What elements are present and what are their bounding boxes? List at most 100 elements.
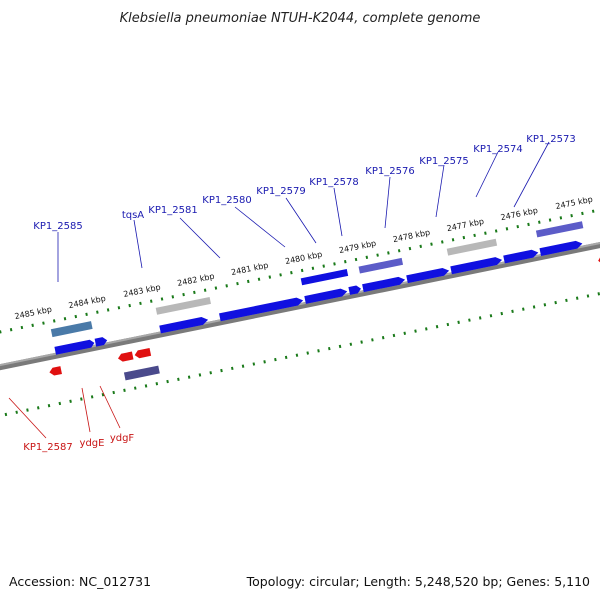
- upper-scale-minor-tick: [311, 266, 315, 270]
- upper-scale-minor-tick: [451, 238, 455, 242]
- lower-scale-minor-tick: [554, 300, 557, 305]
- upper-scale-minor-tick: [505, 227, 509, 231]
- feature-bar-kp1-2580[interactable]: [300, 269, 349, 286]
- gene-label-kp1-2587[interactable]: KP1_2587: [23, 442, 72, 453]
- gene-arrow-ydge[interactable]: [117, 351, 134, 363]
- gene-label-ydge[interactable]: ydgE: [80, 438, 105, 449]
- upper-scale-minor-tick: [494, 229, 498, 233]
- upper-scale-minor-tick: [333, 262, 336, 266]
- upper-scale-ticks: [0, 209, 595, 334]
- upper-scale-minor-tick: [462, 235, 466, 240]
- upper-scale-minor-tick: [171, 295, 175, 299]
- gene-label-tqsa[interactable]: tqsA: [122, 210, 144, 221]
- lower-scale-minor-tick: [36, 406, 40, 410]
- genome-summary-text: Topology: circular; Length: 5,248,520 bp…: [246, 574, 590, 589]
- feature-track: [50, 221, 584, 338]
- reverse-gene-track: [49, 243, 600, 381]
- upper-scale-minor-tick: [365, 255, 369, 259]
- pseudogene-bar-tqsa[interactable]: [155, 296, 211, 315]
- upper-scale-minor-tick: [484, 231, 487, 235]
- gene-arrow-kp1-2575[interactable]: [503, 249, 539, 264]
- upper-scale-minor-tick: [96, 310, 99, 314]
- lower-scale-minor-tick: [155, 382, 159, 386]
- upper-scale-minor-tick: [236, 281, 239, 286]
- gene-arrow-kp1-2578[interactable]: [362, 276, 406, 293]
- gene-label-kp1-2576[interactable]: KP1_2576: [365, 166, 414, 177]
- lower-scale-minor-tick: [144, 384, 148, 388]
- lower-scale-minor-tick: [457, 320, 460, 324]
- gene-arrow-kp1-2584[interactable]: [94, 336, 108, 347]
- lower-scale-minor-tick: [177, 377, 180, 382]
- lower-scale-minor-tick: [26, 408, 29, 412]
- lower-scale-minor-tick: [597, 292, 600, 296]
- gene-label-kp1-2585[interactable]: KP1_2585: [33, 221, 82, 232]
- gene-label-kp1-2580[interactable]: KP1_2580: [202, 195, 251, 206]
- lower-scale-minor-tick: [284, 355, 288, 360]
- lower-scale-minor-tick: [133, 386, 137, 390]
- gene-label-kp1-2574[interactable]: KP1_2574: [473, 144, 522, 155]
- upper-scale-minor-tick: [343, 260, 347, 264]
- tick-label-2475: 2475 kbp: [555, 195, 594, 211]
- gene-arrow-kp1-2574[interactable]: [539, 240, 583, 257]
- feature-bar-kp1-2585[interactable]: [50, 321, 93, 338]
- tick-label-2485: 2485 kbp: [14, 305, 53, 321]
- gene-label-kp1-2581[interactable]: KP1_2581: [148, 205, 197, 216]
- gene-label-kp1-2575[interactable]: KP1_2575: [419, 156, 468, 167]
- upper-scale-minor-tick: [149, 299, 153, 303]
- tick-label-2482: 2482 kbp: [177, 272, 216, 288]
- lower-scale-minor-tick: [69, 399, 72, 403]
- lower-scale-minor-tick: [489, 314, 493, 318]
- gene-arrow-kp1-2577[interactable]: [406, 267, 450, 284]
- gene-label-kp1-2573[interactable]: KP1_2573: [526, 134, 575, 145]
- lower-scale-minor-tick: [295, 353, 299, 357]
- gene-arrow-kp1-2576[interactable]: [450, 256, 503, 275]
- upper-scale-minor-tick: [9, 328, 13, 332]
- lower-scale-minor-tick: [532, 305, 536, 309]
- gene-arrow-kp1-2579[interactable]: [348, 285, 361, 295]
- pseudogene-bar-kp1-2576[interactable]: [446, 238, 498, 256]
- upper-scale-minor-tick: [354, 257, 358, 262]
- lower-scale-minor-tick: [425, 327, 428, 331]
- lower-scale-minor-tick: [187, 375, 191, 379]
- lower-scale-minor-tick: [575, 296, 579, 300]
- upper-scale-minor-tick: [74, 314, 78, 319]
- gene-arrow-kp1-2580[interactable]: [304, 287, 348, 304]
- gene-label-ydgf[interactable]: ydgF: [110, 433, 135, 444]
- upper-scale-minor-tick: [0, 330, 2, 334]
- gene-arrow-kp1-2587[interactable]: [49, 366, 62, 376]
- gene-arrow-kp1-2581[interactable]: [219, 296, 304, 322]
- lower-scale-minor-tick: [522, 307, 525, 311]
- upper-scale-minor-tick: [397, 249, 401, 253]
- gene-label-kp1-2578[interactable]: KP1_2578: [309, 177, 358, 188]
- lower-scale-minor-tick: [349, 342, 353, 346]
- upper-scale-minor-tick: [441, 240, 444, 244]
- lower-scale-minor-tick: [252, 362, 256, 366]
- lower-scale-minor-tick: [446, 322, 450, 327]
- lower-scale-minor-tick: [338, 344, 342, 349]
- upper-scale-minor-tick: [419, 244, 423, 249]
- upper-scale-minor-tick: [527, 222, 530, 227]
- lower-scale-minor-tick: [112, 390, 115, 395]
- upper-scale-minor-tick: [182, 292, 185, 297]
- lower-scale-minor-tick: [230, 366, 234, 371]
- gene-arrow-tqsa[interactable]: [159, 316, 209, 334]
- gene-label-kp1-2579[interactable]: KP1_2579: [256, 186, 305, 197]
- lower-scale-minor-tick: [123, 388, 126, 392]
- feature-bar-kp1-2574[interactable]: [535, 221, 584, 238]
- upper-scale-minor-tick: [128, 303, 131, 308]
- gene-arrow-kp1-2585[interactable]: [54, 339, 95, 355]
- upper-scale-minor-tick: [160, 297, 164, 301]
- tick-label-2481: 2481 kbp: [230, 261, 269, 277]
- lower-scale-minor-tick: [586, 294, 590, 298]
- tick-label-2477: 2477 kbp: [446, 217, 485, 233]
- upper-scale-minor-tick: [548, 218, 552, 222]
- lower-scale-minor-tick: [317, 349, 320, 353]
- tick-label-2478: 2478 kbp: [392, 228, 431, 244]
- feature-bar-ydgf[interactable]: [123, 365, 160, 381]
- upper-scale-minor-tick: [591, 209, 595, 213]
- feature-bar-kp1-2578[interactable]: [358, 257, 404, 274]
- upper-scale-minor-tick: [376, 253, 379, 257]
- gene-arrow-ydgf[interactable]: [134, 347, 152, 359]
